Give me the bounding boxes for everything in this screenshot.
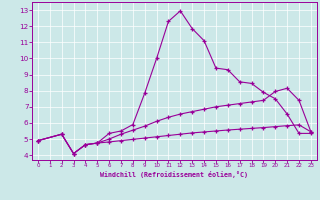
X-axis label: Windchill (Refroidissement éolien,°C): Windchill (Refroidissement éolien,°C) — [100, 171, 248, 178]
